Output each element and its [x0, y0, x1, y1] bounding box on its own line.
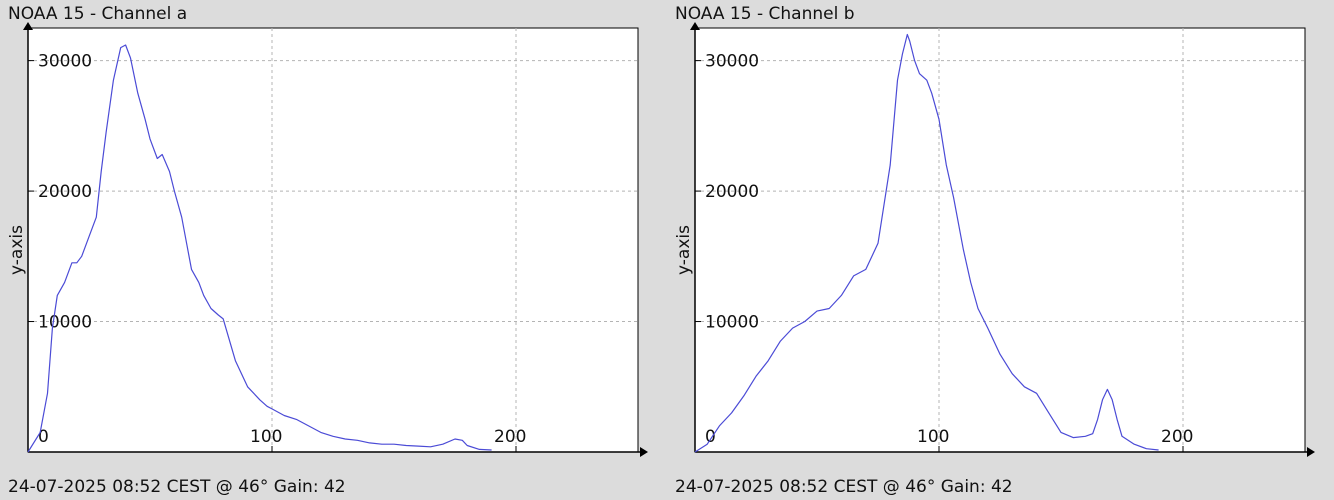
chart-panel-a: 0 100 200 10000 20000 30000 y-axis NOAA 15 - C… — [7, 4, 648, 497]
y-axis-label: y-axis — [674, 225, 694, 275]
x-tick-label: 200 — [494, 427, 526, 447]
plot-area — [694, 27, 1306, 453]
y-axis-arrow — [690, 22, 700, 30]
chart-b: 0 100 200 10000 20000 30000 y-axis — [674, 22, 1315, 457]
x-tick-label: 0 — [705, 427, 716, 447]
chart-footer: 24-07-2025 08:52 CEST @ 46° Gain: 42 — [675, 477, 1013, 497]
plot-area — [27, 27, 639, 453]
series-line-0 — [694, 33, 1159, 453]
x-tick-label: 0 — [38, 427, 49, 447]
y-tick-label: 10000 — [38, 313, 92, 333]
y-tick-label: 30000 — [38, 52, 92, 72]
chart-panel-b: 0 100 200 10000 20000 30000 y-axis NOAA 15 - C… — [667, 0, 1334, 500]
y-tick-label: 10000 — [705, 313, 759, 333]
y-tick-label: 30000 — [705, 52, 759, 72]
x-axis-arrow — [1307, 447, 1315, 457]
x-tick-label: 100 — [250, 427, 282, 447]
y-axis-arrow — [23, 22, 33, 30]
y-axis-label: y-axis — [7, 225, 27, 275]
y-tick-label: 20000 — [705, 182, 759, 202]
x-tick-label: 100 — [917, 427, 949, 447]
series-line-0 — [27, 44, 492, 453]
x-tick-label: 200 — [1161, 427, 1193, 447]
chart-footer: 24-07-2025 08:52 CEST @ 46° Gain: 42 — [8, 477, 346, 497]
chart-a: 0 100 200 10000 20000 30000 y-axis — [7, 22, 648, 457]
y-tick-label: 20000 — [38, 182, 92, 202]
chart-title: NOAA 15 - Channel b — [675, 4, 855, 24]
chart-title: NOAA 15 - Channel a — [8, 4, 188, 24]
x-axis-arrow — [640, 447, 648, 457]
